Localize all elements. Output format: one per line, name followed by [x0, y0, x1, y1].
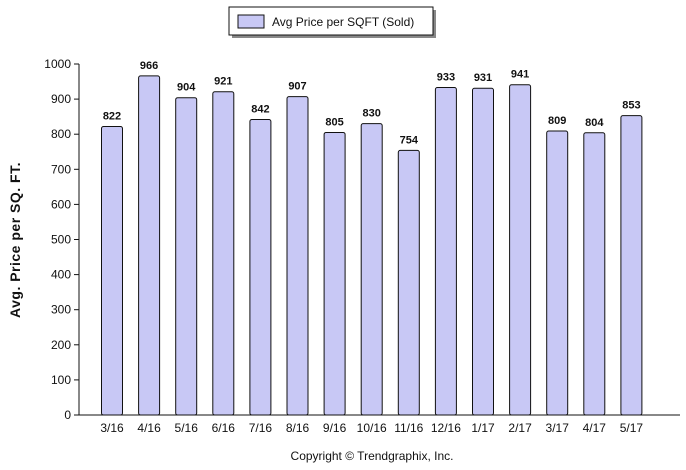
data-label: 754	[400, 134, 419, 146]
x-tick-label: 10/16	[357, 421, 387, 435]
x-tick-label: 2/17	[508, 421, 532, 435]
data-label: 941	[511, 69, 529, 81]
bar	[249, 118, 272, 416]
bar	[138, 75, 161, 416]
bar	[397, 149, 420, 416]
bar	[509, 84, 532, 416]
x-tick-label: 4/16	[137, 421, 161, 435]
y-axis-title: Avg. Price per SQ. FT.	[7, 162, 23, 318]
y-tick-label: 300	[51, 303, 71, 317]
data-label: 830	[363, 108, 381, 120]
x-tick-label: 3/16	[100, 421, 124, 435]
y-tick-label: 800	[51, 127, 71, 141]
data-label: 931	[474, 72, 492, 84]
y-tick-label: 700	[51, 162, 71, 176]
data-label: 842	[251, 103, 269, 115]
data-label: 904	[177, 82, 196, 94]
y-tick-label: 900	[51, 92, 71, 106]
data-label: 933	[437, 72, 455, 84]
bar	[620, 115, 643, 416]
x-axis: 3/16 4/16 5/16 6/16 7/16 8/16 9/16 10/16 11/16 12…	[79, 414, 680, 435]
x-tick-label: 6/16	[212, 421, 236, 435]
y-tick-label: 1000	[44, 57, 71, 71]
data-label: 853	[622, 100, 640, 112]
x-tick-label: 12/16	[431, 421, 461, 435]
copyright-text: Copyright © Trendgraphix, Inc.	[291, 449, 454, 463]
y-tick-label: 400	[51, 268, 71, 282]
y-tick-label: 600	[51, 197, 71, 211]
bar	[434, 87, 457, 416]
bar	[286, 96, 309, 416]
y-axis: 0 100 200 300 400 500 600 700 800 900 1000	[44, 57, 80, 422]
legend: Avg Price per SQFT (Sold)	[228, 6, 436, 38]
bar	[323, 131, 346, 416]
data-label: 805	[325, 116, 343, 128]
data-label: 907	[288, 81, 306, 93]
data-label: 804	[585, 117, 604, 129]
y-tick-label: 500	[51, 233, 71, 247]
x-tick-label: 9/16	[323, 421, 347, 435]
y-tick-label: 200	[51, 338, 71, 352]
data-label: 966	[140, 60, 158, 72]
x-tick-label: 8/16	[286, 421, 310, 435]
y-tick-label: 100	[51, 373, 71, 387]
x-tick-label: 11/16	[394, 421, 423, 435]
x-tick-label: 7/16	[249, 421, 273, 435]
x-tick-label: 5/17	[620, 421, 644, 435]
bar	[472, 87, 494, 416]
legend-label: Avg Price per SQFT (Sold)	[272, 15, 414, 29]
bars: 822 966 904 921 842 907 805 830 754 933 931 941 809 8…	[101, 60, 643, 416]
data-label: 822	[103, 110, 121, 122]
data-label: 921	[214, 76, 232, 88]
bar	[101, 125, 123, 416]
x-tick-label: 5/16	[175, 421, 199, 435]
x-tick-label: 3/17	[546, 421, 570, 435]
bar	[546, 130, 569, 416]
x-tick-label: 1/17	[471, 421, 495, 435]
bar	[212, 91, 235, 416]
bar	[583, 132, 606, 416]
bar	[360, 123, 383, 416]
x-tick-label: 4/17	[583, 421, 607, 435]
y-tick-label: 0	[64, 408, 71, 422]
legend-swatch	[237, 14, 265, 29]
bar	[175, 97, 198, 416]
data-label: 809	[548, 115, 566, 127]
